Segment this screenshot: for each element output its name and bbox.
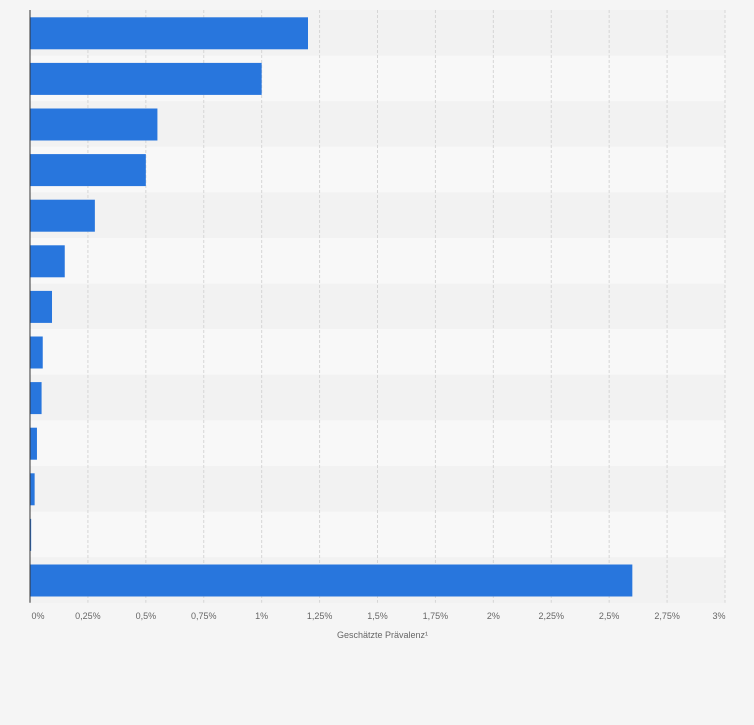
- x-tick-label: 2,75%: [654, 611, 680, 621]
- x-tick-label: 1,75%: [423, 611, 449, 621]
- x-tick-label: 0%: [31, 611, 44, 621]
- x-tick-label: 1,5%: [367, 611, 388, 621]
- bar[interactable]: [30, 382, 42, 415]
- x-tick-label: 1,25%: [307, 611, 333, 621]
- bar[interactable]: [30, 564, 633, 597]
- bar[interactable]: [30, 518, 32, 551]
- bar[interactable]: [30, 62, 262, 95]
- bar[interactable]: [30, 245, 65, 278]
- bar[interactable]: [30, 427, 37, 460]
- bar[interactable]: [30, 199, 95, 232]
- x-tick-label: 0,5%: [136, 611, 157, 621]
- x-tick-labels: 0% 0,25% 0,5% 0,75% 1% 1,25% 1,5% 1,75% 2% 2,25% 2…: [31, 611, 725, 621]
- x-tick-label: 2,25%: [538, 611, 564, 621]
- bar[interactable]: [30, 17, 308, 50]
- x-tick-label: 0,75%: [191, 611, 217, 621]
- bar[interactable]: [30, 154, 146, 187]
- bars: [30, 17, 633, 597]
- gridlines: [87, 10, 726, 603]
- bar[interactable]: [30, 108, 158, 141]
- x-tick-label: 3%: [712, 611, 725, 621]
- row-band: [30, 511, 725, 558]
- x-tick-label: 0,25%: [75, 611, 101, 621]
- x-tick-label: 2%: [487, 611, 500, 621]
- bar[interactable]: [30, 336, 43, 369]
- bar[interactable]: [30, 473, 35, 506]
- x-tick-label: 1%: [255, 611, 268, 621]
- row-band: [30, 466, 725, 512]
- bar[interactable]: [30, 290, 53, 323]
- x-axis-label: Geschätzte Prävalenz¹: [337, 630, 428, 640]
- x-tick-label: 2,5%: [599, 611, 620, 621]
